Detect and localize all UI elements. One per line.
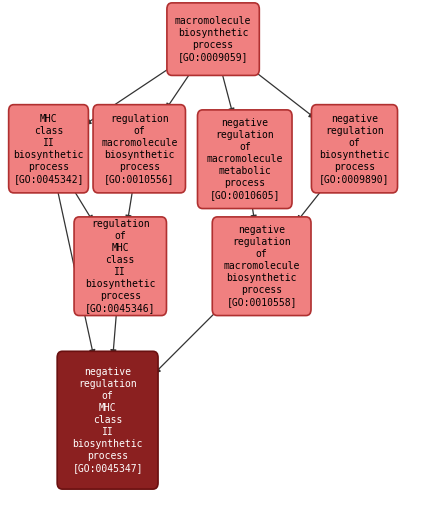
Text: negative
regulation
of
macromolecule
biosynthetic
process
[GO:0010558]: negative regulation of macromolecule bio… — [224, 225, 300, 307]
FancyBboxPatch shape — [311, 105, 398, 193]
FancyBboxPatch shape — [74, 217, 166, 315]
FancyBboxPatch shape — [167, 3, 259, 75]
FancyBboxPatch shape — [8, 105, 89, 193]
FancyBboxPatch shape — [57, 351, 158, 489]
Text: negative
regulation
of
macromolecule
metabolic
process
[GO:0010605]: negative regulation of macromolecule met… — [207, 118, 283, 200]
FancyBboxPatch shape — [93, 105, 186, 193]
Text: macromolecule
biosynthetic
process
[GO:0009059]: macromolecule biosynthetic process [GO:0… — [175, 16, 251, 62]
Text: MHC
class
II
biosynthetic
process
[GO:0045342]: MHC class II biosynthetic process [GO:00… — [13, 114, 84, 184]
FancyBboxPatch shape — [212, 217, 311, 315]
Text: regulation
of
MHC
class
II
biosynthetic
process
[GO:0045346]: regulation of MHC class II biosynthetic … — [85, 219, 156, 313]
Text: negative
regulation
of
MHC
class
II
biosynthetic
process
[GO:0045347]: negative regulation of MHC class II bios… — [72, 367, 143, 473]
FancyBboxPatch shape — [197, 110, 292, 209]
Text: regulation
of
macromolecule
biosynthetic
process
[GO:0010556]: regulation of macromolecule biosynthetic… — [101, 114, 177, 184]
Text: negative
regulation
of
biosynthetic
process
[GO:0009890]: negative regulation of biosynthetic proc… — [319, 114, 390, 184]
